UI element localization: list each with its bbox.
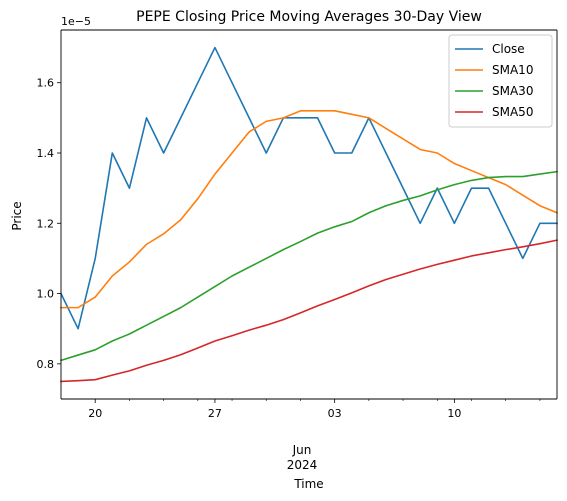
x-tick-label: 20	[88, 407, 102, 420]
series-line-sma10	[60, 110, 559, 309]
series-line-close	[59, 46, 558, 330]
y-tick-label: 0.8	[37, 358, 55, 371]
y-tick-label: 1.4	[37, 147, 55, 160]
series-line-sma30	[59, 170, 558, 362]
x-axis-label: Time	[293, 477, 323, 491]
x-tick-label: 03	[328, 407, 342, 420]
x-secondary-label-year: 2024	[287, 458, 318, 472]
legend-label-sma50: SMA50	[492, 105, 533, 119]
y-tick-label: 1.0	[37, 288, 55, 301]
y-tick-label: 1.2	[37, 217, 55, 230]
legend-frame	[448, 34, 553, 128]
series-line-sma50	[60, 239, 558, 383]
legend: Close SMA10 SMA30 SMA50	[448, 34, 553, 128]
y-tick-label: 1.6	[37, 77, 55, 90]
legend-label-sma30: SMA30	[492, 84, 533, 98]
plot-area	[59, 29, 559, 400]
chart-title: PEPE Closing Price Moving Averages 30-Da…	[136, 9, 482, 25]
x-secondary-label-month: Jun	[292, 443, 312, 457]
y-axis-label: Price	[10, 201, 24, 230]
legend-label-sma10: SMA10	[492, 63, 533, 77]
y-offset-label: 1e−5	[61, 15, 91, 28]
x-tick-label: 10	[447, 407, 461, 420]
x-tick-label: 27	[208, 407, 222, 420]
legend-label-close: Close	[492, 42, 525, 56]
axis-ticks: 0.8 1.0 1.2 1.4 1.6 20 27 03 10	[37, 77, 541, 420]
